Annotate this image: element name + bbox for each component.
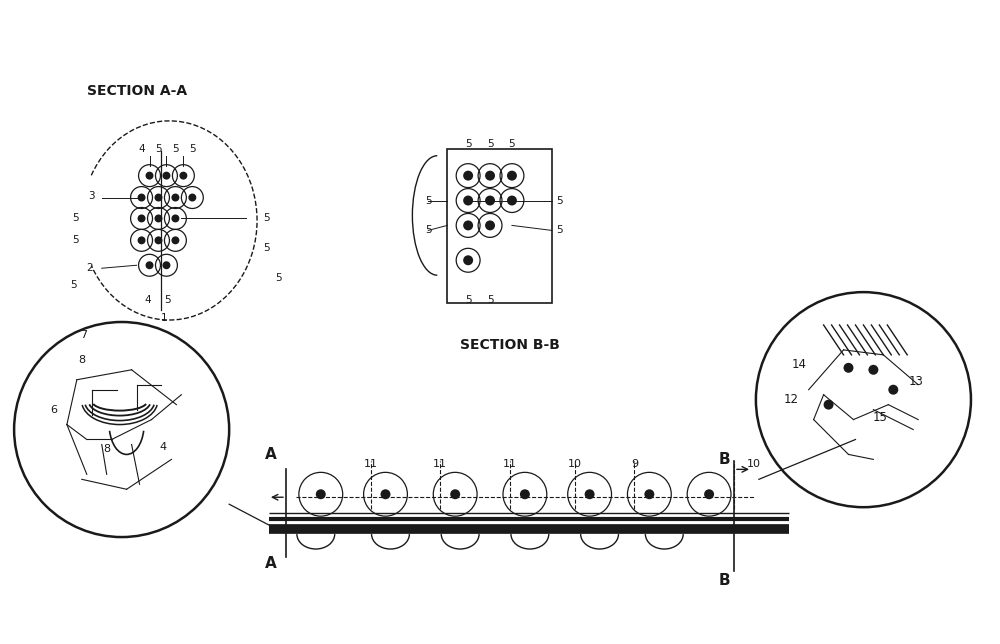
Circle shape: [585, 489, 595, 499]
Circle shape: [179, 172, 187, 180]
Text: 5: 5: [276, 273, 282, 283]
Circle shape: [485, 171, 495, 180]
Text: SECTION B-B: SECTION B-B: [460, 338, 560, 352]
Text: 9: 9: [631, 459, 638, 469]
Text: 13: 13: [909, 375, 924, 388]
Text: 7: 7: [80, 330, 87, 340]
Text: 5: 5: [556, 196, 563, 205]
Circle shape: [171, 214, 179, 222]
Circle shape: [888, 384, 898, 395]
Text: 11: 11: [433, 459, 447, 469]
Circle shape: [485, 196, 495, 205]
Text: 1: 1: [161, 313, 168, 323]
Circle shape: [824, 400, 834, 410]
Text: 5: 5: [189, 144, 196, 154]
Text: 5: 5: [71, 280, 77, 290]
Text: 5: 5: [263, 243, 269, 253]
Circle shape: [704, 489, 714, 499]
Bar: [447, 149, 552, 303]
Circle shape: [138, 214, 146, 222]
Text: A: A: [265, 447, 277, 462]
Text: 8: 8: [103, 444, 110, 455]
Text: 5: 5: [263, 213, 269, 223]
Circle shape: [162, 261, 170, 269]
Circle shape: [146, 172, 154, 180]
Circle shape: [868, 365, 878, 375]
Circle shape: [463, 220, 473, 231]
Circle shape: [138, 236, 146, 244]
Circle shape: [138, 194, 146, 202]
Text: 4: 4: [138, 144, 145, 154]
Text: 8: 8: [78, 355, 85, 365]
Text: 11: 11: [364, 459, 378, 469]
Circle shape: [463, 196, 473, 205]
Circle shape: [171, 236, 179, 244]
Circle shape: [463, 255, 473, 265]
Circle shape: [154, 236, 162, 244]
Circle shape: [520, 489, 530, 499]
Text: 4: 4: [160, 442, 167, 453]
Text: 5: 5: [73, 235, 79, 245]
Text: SECTION A-A: SECTION A-A: [87, 84, 187, 98]
Circle shape: [188, 194, 196, 202]
Text: A: A: [265, 556, 277, 571]
Text: 5: 5: [73, 213, 79, 223]
Text: 5: 5: [465, 138, 471, 149]
Circle shape: [507, 196, 517, 205]
Text: 2: 2: [86, 263, 93, 273]
Circle shape: [463, 171, 473, 180]
Text: 14: 14: [791, 358, 806, 372]
Text: 15: 15: [873, 411, 888, 424]
Text: 5: 5: [465, 295, 471, 305]
Circle shape: [485, 220, 495, 231]
Circle shape: [154, 194, 162, 202]
Text: 5: 5: [556, 225, 563, 236]
Text: 4: 4: [144, 295, 151, 305]
Text: 5: 5: [155, 144, 162, 154]
Circle shape: [450, 489, 460, 499]
Text: 10: 10: [747, 459, 761, 469]
Text: 5: 5: [172, 144, 179, 154]
Text: B: B: [718, 452, 730, 467]
Text: 5: 5: [164, 295, 171, 305]
Text: 10: 10: [568, 459, 582, 469]
Text: 3: 3: [88, 191, 95, 200]
Text: 5: 5: [425, 196, 432, 205]
Text: 6: 6: [50, 404, 57, 415]
Text: 5: 5: [487, 295, 493, 305]
Text: 5: 5: [425, 225, 432, 236]
Circle shape: [844, 363, 853, 373]
Circle shape: [644, 489, 654, 499]
Text: B: B: [718, 573, 730, 589]
Circle shape: [171, 194, 179, 202]
Circle shape: [507, 171, 517, 180]
Text: 12: 12: [783, 393, 798, 406]
Text: 5: 5: [509, 138, 515, 149]
Text: 11: 11: [503, 459, 517, 469]
Circle shape: [154, 214, 162, 222]
Circle shape: [146, 261, 154, 269]
Circle shape: [162, 172, 170, 180]
Circle shape: [381, 489, 390, 499]
Circle shape: [316, 489, 326, 499]
Text: 5: 5: [487, 138, 493, 149]
